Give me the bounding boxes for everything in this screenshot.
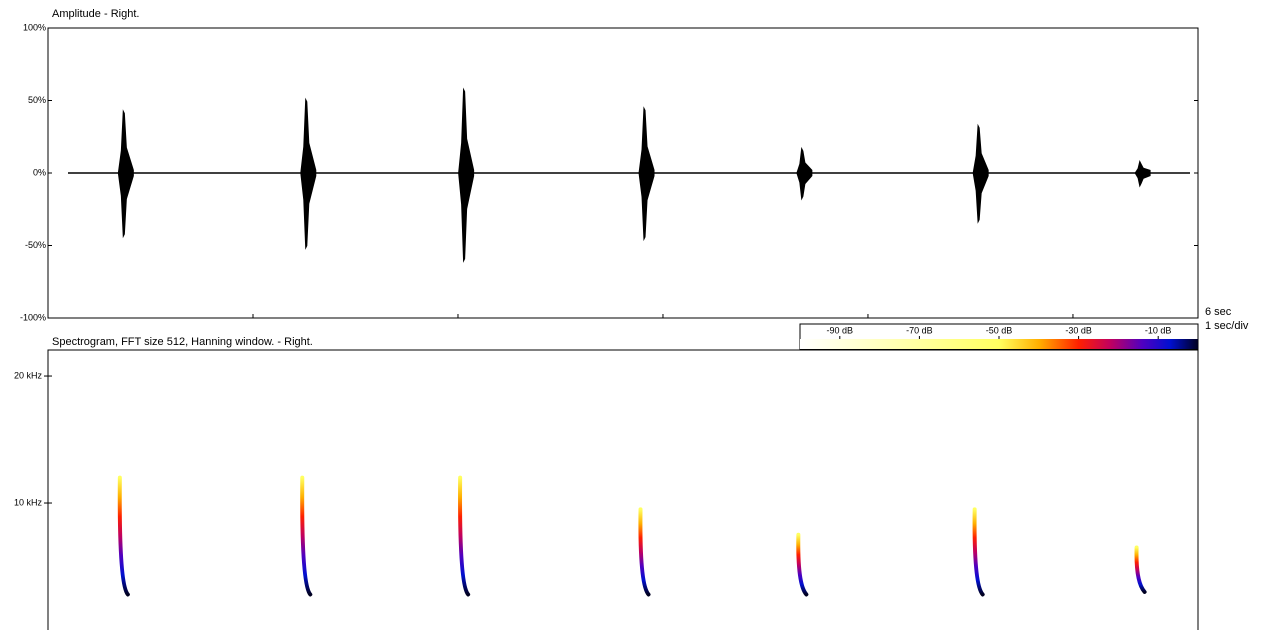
spectrogram-frame bbox=[48, 350, 1198, 630]
page: Amplitude - Right. Spectrogram, FFT size… bbox=[0, 0, 1264, 630]
spectrogram-title: Spectrogram, FFT size 512, Hanning windo… bbox=[52, 336, 313, 348]
chart: Amplitude - Right. Spectrogram, FFT size… bbox=[0, 0, 1264, 630]
colorbar-tick-label: -30 dB bbox=[1065, 325, 1092, 335]
colorbar-tick-label: -90 dB bbox=[827, 325, 854, 335]
scale-label: 1 sec/div bbox=[1205, 320, 1249, 332]
waveform-burst bbox=[458, 87, 474, 262]
waveform-burst bbox=[796, 147, 812, 201]
call-streak bbox=[975, 509, 983, 594]
y-tick-label: 100% bbox=[23, 22, 46, 32]
waveform-burst bbox=[639, 106, 655, 241]
y-tick-label: -50% bbox=[25, 240, 46, 250]
colorbar bbox=[800, 339, 1198, 349]
call-streak bbox=[798, 535, 806, 595]
waveform-burst bbox=[973, 124, 989, 224]
waveform-burst bbox=[118, 109, 134, 238]
y-tick-label: 0% bbox=[33, 167, 46, 177]
call-streak bbox=[460, 478, 468, 595]
call-streak bbox=[120, 478, 128, 595]
y-tick-label: 20 kHz bbox=[14, 370, 43, 380]
colorbar-tick-label: -70 dB bbox=[906, 325, 933, 335]
call-streak bbox=[1137, 547, 1145, 591]
call-streak bbox=[302, 478, 310, 595]
y-tick-label: 10 kHz bbox=[14, 497, 43, 507]
colorbar-tick-label: -50 dB bbox=[986, 325, 1013, 335]
amplitude-title: Amplitude - Right. bbox=[52, 8, 139, 20]
time-label: 6 sec bbox=[1205, 306, 1232, 318]
y-tick-label: 50% bbox=[28, 95, 46, 105]
waveform-burst bbox=[300, 98, 316, 250]
waveform-burst bbox=[1135, 160, 1151, 188]
y-tick-label: -100% bbox=[20, 312, 46, 322]
colorbar-tick-label: -10 dB bbox=[1145, 325, 1172, 335]
call-streak bbox=[640, 509, 648, 594]
